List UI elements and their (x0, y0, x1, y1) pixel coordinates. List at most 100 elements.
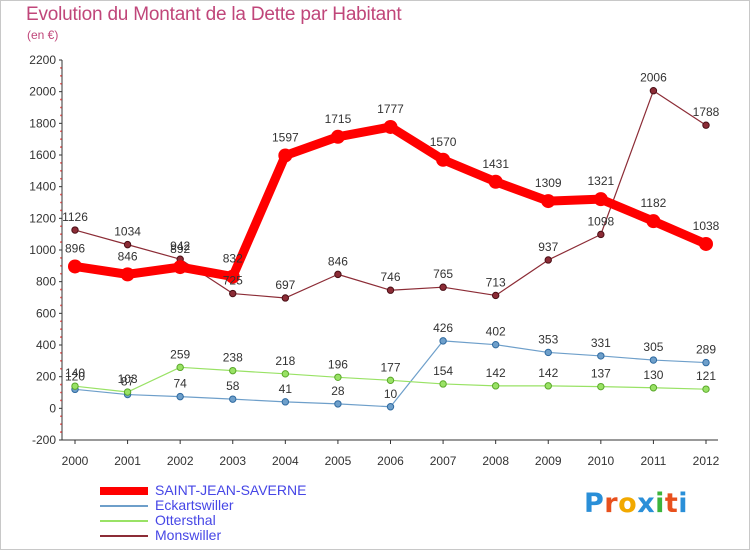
legend-label: Ottersthal (155, 512, 216, 528)
legend-swatch (100, 487, 148, 495)
data-label: 896 (65, 241, 85, 255)
data-label: 10 (384, 387, 398, 401)
y-tick-label: 0 (49, 401, 56, 415)
data-label: 846 (118, 249, 138, 263)
data-point (120, 267, 135, 282)
y-minor-tick (60, 415, 62, 418)
y-minor-tick (60, 336, 62, 338)
x-tick-label: 2001 (114, 454, 141, 468)
data-point (334, 270, 342, 279)
series-monswiller (71, 87, 710, 302)
data-label: 142 (538, 366, 558, 380)
x-tick-label: 2009 (535, 454, 562, 468)
y-minor-tick (60, 162, 62, 164)
proxiti-logo: Proxiti (584, 488, 688, 519)
logo-letter: t (664, 488, 679, 519)
data-point (491, 382, 500, 390)
y-minor-tick (60, 225, 62, 228)
data-point (123, 240, 132, 249)
y-minor-tick (60, 98, 62, 101)
data-label: 121 (696, 369, 716, 383)
data-point (649, 87, 658, 95)
data-label: 177 (380, 360, 400, 374)
y-minor-tick (60, 201, 62, 204)
y-minor-tick (60, 114, 62, 117)
x-tick-label: 2006 (377, 454, 404, 468)
y-minor-tick (60, 257, 62, 259)
y-minor-tick (60, 138, 62, 141)
data-label: 305 (643, 340, 663, 354)
y-minor-tick (60, 288, 62, 291)
logo-letter: P (584, 488, 605, 519)
data-point (491, 340, 500, 349)
data-label: 140 (65, 366, 85, 380)
y-minor-tick (60, 106, 62, 109)
data-point (334, 400, 342, 408)
y-minor-tick (60, 272, 62, 275)
data-point (330, 129, 345, 144)
x-tick-label: 2010 (587, 454, 614, 468)
data-point (173, 260, 188, 275)
data-label: 137 (591, 367, 611, 381)
data-label: 74 (173, 377, 187, 391)
data-label: 238 (223, 351, 243, 365)
data-label: 58 (226, 379, 240, 393)
data-label: 1126 (62, 210, 88, 224)
data-point (176, 392, 184, 401)
data-point (702, 358, 710, 367)
legend-label: Eckartswiller (155, 497, 234, 513)
data-label: 402 (486, 325, 506, 339)
logo-letter: o (618, 488, 638, 519)
data-point (699, 236, 713, 251)
data-point (488, 174, 503, 189)
x-tick-label: 2003 (219, 454, 246, 468)
data-point (71, 382, 79, 390)
data-label: 1431 (482, 157, 509, 171)
data-label: 259 (170, 347, 190, 361)
data-point (544, 382, 552, 390)
series-ottersthal (71, 363, 710, 396)
data-point (597, 352, 605, 360)
data-point (386, 403, 395, 411)
logo-letter: r (604, 488, 619, 519)
data-label: 765 (433, 267, 453, 281)
data-point (544, 348, 552, 357)
data-label: 196 (328, 357, 348, 371)
y-minor-tick (60, 431, 62, 433)
series-saint-jean-saverne (68, 119, 713, 284)
y-tick-label: 2000 (29, 85, 56, 99)
data-label: 289 (696, 343, 716, 357)
data-label: 154 (433, 364, 453, 378)
y-minor-tick (60, 82, 62, 85)
y-minor-tick (60, 177, 62, 180)
legend-swatch (100, 520, 148, 522)
data-label: 120 (65, 369, 85, 383)
data-point (541, 194, 556, 209)
data-point (386, 286, 395, 294)
y-tick-label: 1600 (29, 148, 56, 162)
data-label: 1570 (430, 135, 457, 149)
y-minor-tick (60, 391, 62, 394)
data-point (229, 395, 237, 403)
y-minor-tick (60, 209, 62, 212)
data-label: 41 (279, 382, 293, 396)
data-point (649, 356, 658, 364)
data-label: 331 (591, 336, 611, 350)
data-point (439, 337, 447, 345)
y-minor-tick (60, 328, 62, 331)
x-tick-label: 2012 (693, 454, 720, 468)
data-point (281, 370, 290, 378)
x-tick-label: 2002 (167, 454, 194, 468)
data-point (597, 230, 605, 239)
data-label: 1597 (272, 130, 299, 144)
y-minor-tick (60, 423, 62, 426)
y-tick-label: 400 (36, 338, 56, 352)
data-label: 846 (328, 254, 348, 268)
y-minor-tick (60, 130, 62, 133)
legend-swatch (100, 535, 148, 537)
data-label: 1788 (693, 105, 720, 119)
data-point (439, 283, 447, 291)
data-point (334, 373, 342, 381)
logo-letter: x (637, 488, 656, 519)
data-label: 892 (170, 242, 190, 256)
